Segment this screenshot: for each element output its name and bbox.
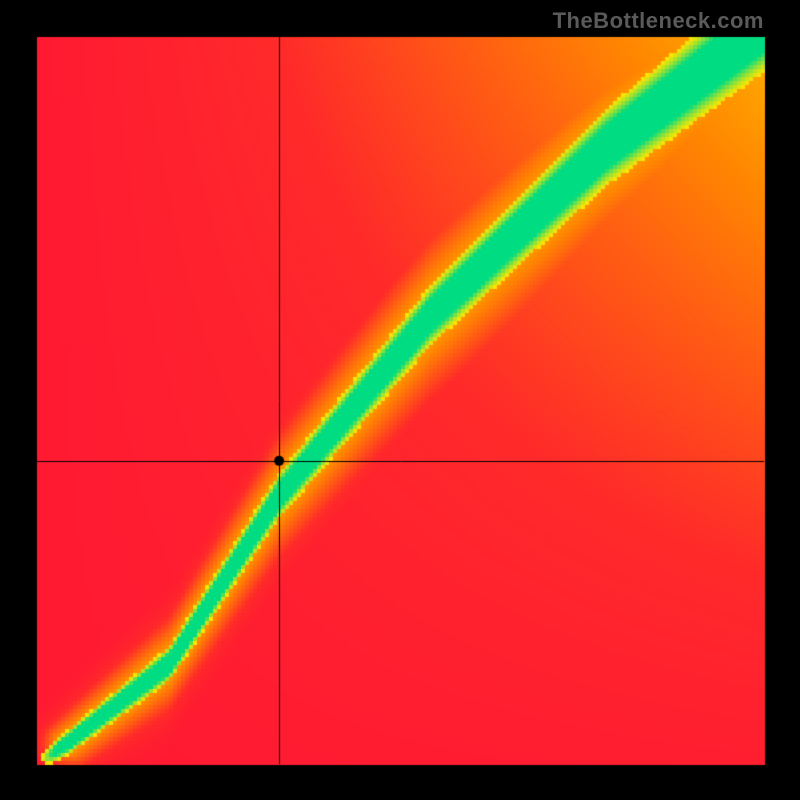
watermark-text: TheBottleneck.com (553, 8, 764, 34)
crosshair-overlay (0, 0, 800, 800)
chart-stage: TheBottleneck.com (0, 0, 800, 800)
